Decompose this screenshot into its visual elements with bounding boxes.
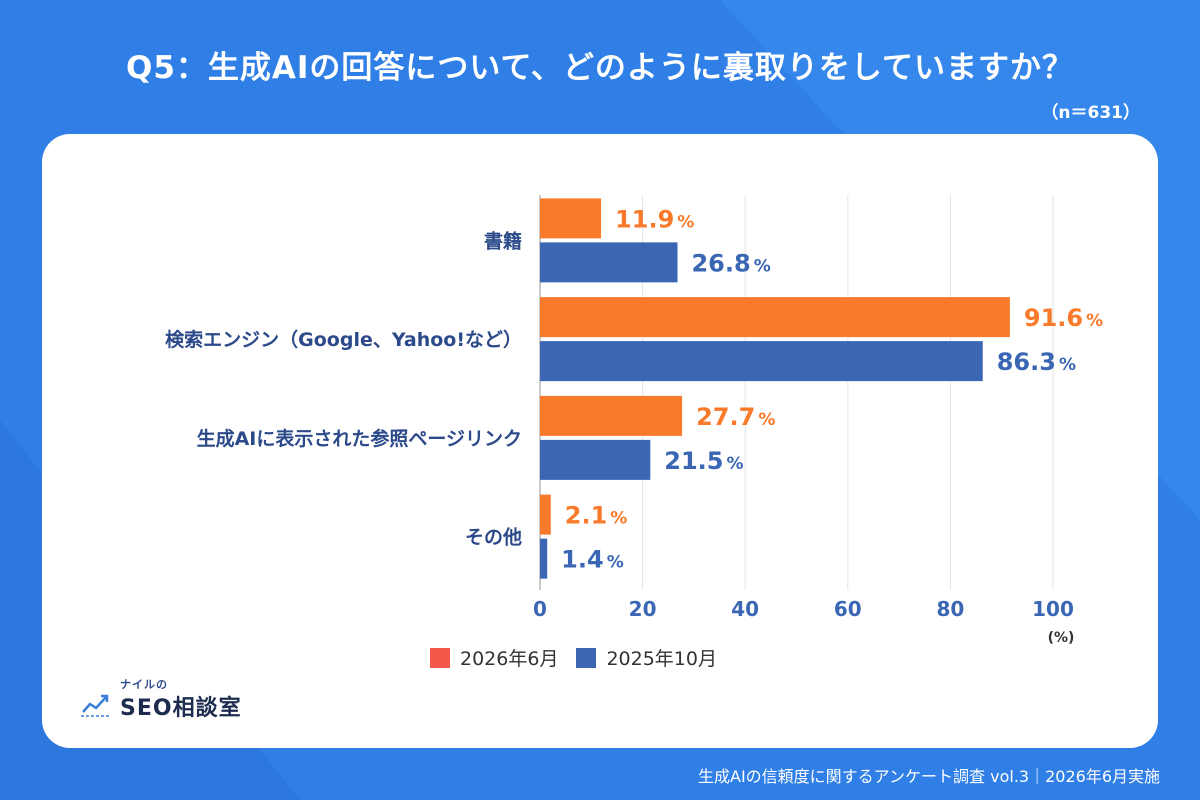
- sample-size: （n＝631）: [1041, 103, 1140, 123]
- legend: 2026年6月 2025年10月: [430, 644, 717, 671]
- x-tick-label: 40: [731, 597, 759, 621]
- logo-small-text: ナイルの: [120, 678, 168, 691]
- category-label: 書籍: [484, 229, 522, 252]
- x-axis-unit: (%): [1048, 630, 1075, 646]
- bar: [540, 297, 1010, 338]
- data-label: 21.5%: [664, 447, 743, 475]
- legend-label-2026: 2026年6月: [460, 648, 559, 670]
- data-label: 11.9%: [615, 205, 694, 233]
- legend-swatch-2026: [430, 647, 450, 668]
- data-label: 91.6%: [1024, 304, 1103, 332]
- x-tick-label: 60: [834, 597, 862, 621]
- x-tick-label: 0: [533, 597, 547, 621]
- logo-main-text: SEO相談室: [120, 696, 242, 721]
- x-tick-label: 100: [1032, 597, 1074, 621]
- bar: [540, 538, 548, 579]
- bar: [540, 242, 678, 283]
- bar: [540, 341, 983, 382]
- category-label: 検索エンジン（Google、Yahoo!など）: [165, 328, 522, 351]
- footer-note: 生成AIの信頼度に関するアンケート調査 vol.3｜2026年6月実施: [698, 767, 1160, 786]
- category-label: その他: [465, 526, 522, 549]
- data-label: 1.4%: [561, 546, 624, 574]
- trend-chart-icon: [81, 694, 111, 717]
- bar: [540, 395, 683, 436]
- seo-soudanshitsu-logo: ナイルの SEO相談室: [80, 676, 260, 726]
- legend-label-2025: 2025年10月: [606, 648, 717, 670]
- bar: [540, 439, 651, 480]
- data-label: 86.3%: [997, 348, 1076, 376]
- data-label: 2.1%: [565, 502, 628, 530]
- data-label: 27.7%: [696, 403, 775, 431]
- chart-title: Q5：生成AIの回答について、どのように裏取りをしていますか？: [125, 50, 1075, 86]
- bar: [540, 198, 602, 239]
- data-label: 26.8%: [691, 249, 770, 277]
- x-tick-label: 20: [629, 597, 657, 621]
- bar: [540, 494, 551, 535]
- legend-item-2025: 2025年10月: [576, 644, 717, 671]
- category-label: 生成AIに表示された参照ページリンク: [197, 427, 522, 450]
- x-tick-label: 80: [936, 597, 964, 621]
- legend-swatch-2025: [576, 647, 597, 668]
- legend-item-2026: 2026年6月: [430, 644, 558, 671]
